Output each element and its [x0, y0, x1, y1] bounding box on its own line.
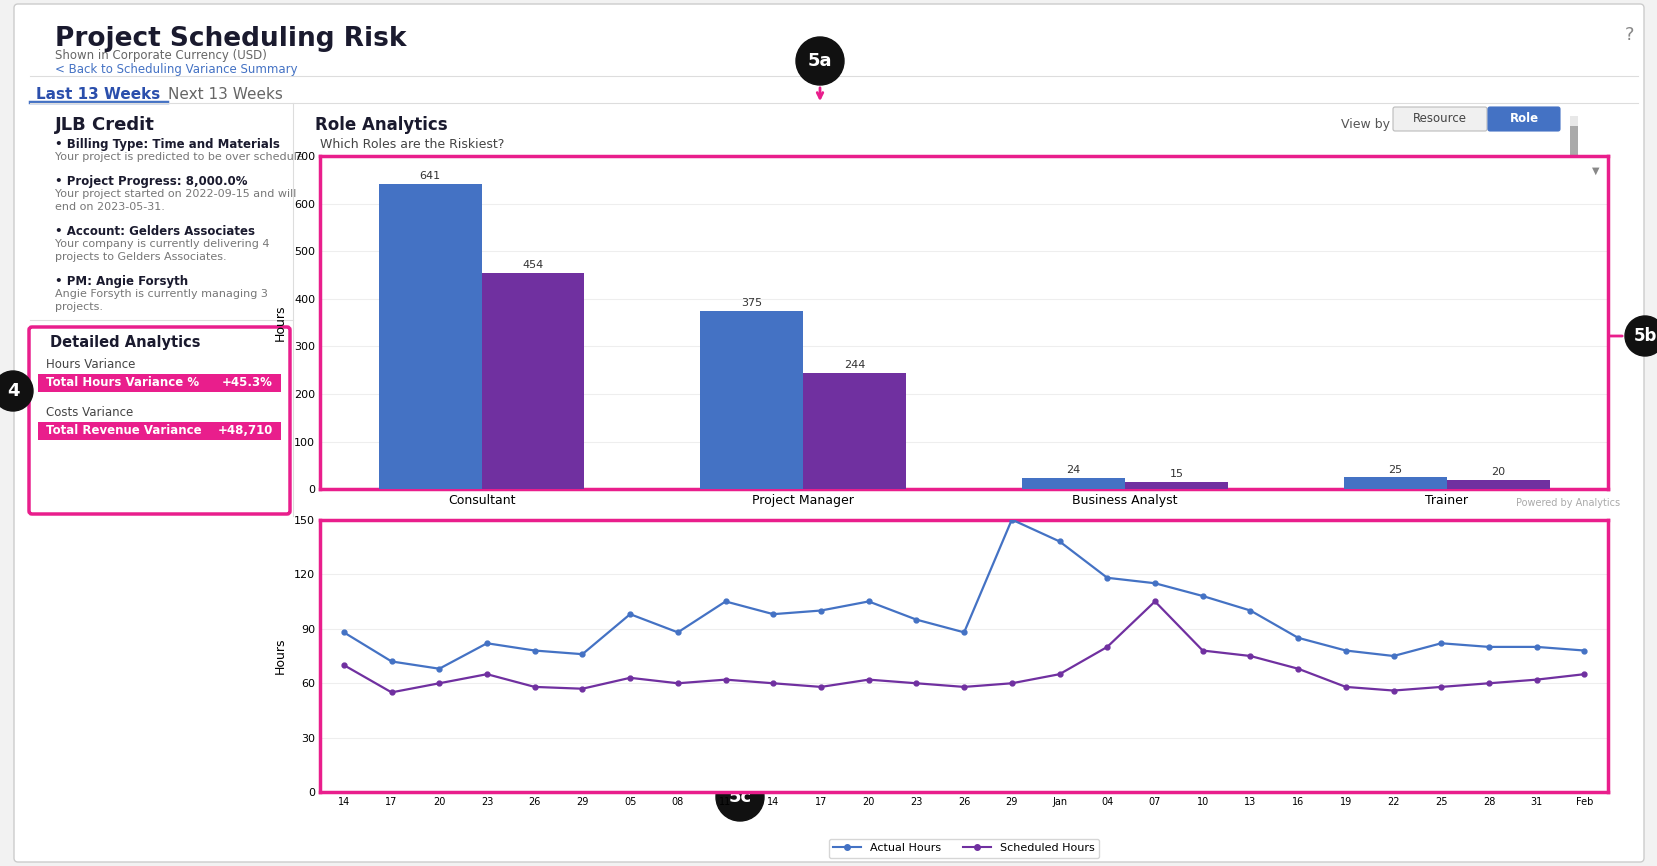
- Text: View by: View by: [1341, 118, 1389, 131]
- Text: 244: 244: [843, 360, 865, 371]
- Text: +48,710: +48,710: [217, 424, 273, 437]
- Text: 641: 641: [419, 171, 441, 181]
- Text: Your project is predicted to be over schedule.: Your project is predicted to be over sch…: [55, 152, 307, 162]
- FancyBboxPatch shape: [1392, 107, 1486, 131]
- Legend: Actual Hours, Scheduled Hours: Actual Hours, Scheduled Hours: [828, 839, 1099, 857]
- Text: 15: 15: [1168, 469, 1183, 479]
- Text: Next 13 Weeks: Next 13 Weeks: [167, 87, 282, 102]
- Text: Shown in Corporate Currency (USD): Shown in Corporate Currency (USD): [55, 49, 267, 62]
- Bar: [378, 184, 481, 489]
- Text: projects to Gelders Associates.: projects to Gelders Associates.: [55, 252, 227, 262]
- Bar: [1342, 477, 1447, 489]
- Text: JLB Credit: JLB Credit: [55, 116, 154, 134]
- Bar: [1447, 480, 1549, 489]
- Bar: [1569, 126, 1577, 186]
- Text: Angie Forsyth is currently managing 3: Angie Forsyth is currently managing 3: [55, 289, 268, 299]
- FancyBboxPatch shape: [28, 327, 290, 514]
- Text: 24: 24: [1065, 465, 1080, 475]
- Circle shape: [0, 371, 33, 411]
- Text: Project Scheduling Risk: Project Scheduling Risk: [55, 26, 406, 52]
- Text: • Billing Type: Time and Materials: • Billing Type: Time and Materials: [55, 138, 280, 151]
- Text: Total Revenue Variance: Total Revenue Variance: [46, 424, 202, 437]
- Text: • PM: Angie Forsyth: • PM: Angie Forsyth: [55, 275, 187, 288]
- Text: Total Hours Variance %: Total Hours Variance %: [46, 377, 199, 390]
- Text: Resource: Resource: [1412, 113, 1466, 126]
- Text: Role: Role: [1508, 113, 1538, 126]
- Text: Role Analytics: Role Analytics: [315, 116, 447, 134]
- FancyBboxPatch shape: [1486, 107, 1559, 131]
- Bar: [1021, 478, 1125, 489]
- Bar: [38, 374, 280, 392]
- Text: 4: 4: [7, 382, 20, 400]
- Text: 5a: 5a: [807, 52, 832, 70]
- Text: 5c: 5c: [727, 788, 751, 806]
- Circle shape: [1624, 316, 1657, 356]
- Text: Which Roles are the Riskiest?: Which Roles are the Riskiest?: [320, 138, 504, 151]
- Text: Costs Variance: Costs Variance: [46, 406, 133, 419]
- Text: 375: 375: [741, 298, 762, 307]
- Bar: [1125, 482, 1228, 489]
- Text: < Back to Scheduling Variance Summary: < Back to Scheduling Variance Summary: [55, 63, 298, 76]
- Text: Your project started on 2022-09-15 and will: Your project started on 2022-09-15 and w…: [55, 189, 297, 199]
- Text: 5b: 5b: [1632, 327, 1655, 345]
- Circle shape: [795, 37, 843, 85]
- Text: 25: 25: [1387, 464, 1402, 475]
- Text: Your company is currently delivering 4: Your company is currently delivering 4: [55, 239, 270, 249]
- Bar: [38, 422, 280, 440]
- Bar: [1569, 116, 1577, 486]
- Y-axis label: Hours: Hours: [273, 304, 287, 341]
- Text: projects.: projects.: [55, 302, 103, 312]
- Text: end on 2023-05-31.: end on 2023-05-31.: [55, 202, 164, 212]
- Text: 454: 454: [522, 260, 543, 270]
- Text: Detailed Analytics: Detailed Analytics: [50, 335, 200, 350]
- Bar: [802, 373, 906, 489]
- Text: Hours Variance: Hours Variance: [46, 359, 136, 372]
- Bar: [699, 311, 802, 489]
- Text: • Project Progress: 8,000.0%: • Project Progress: 8,000.0%: [55, 175, 247, 188]
- Text: • Account: Gelders Associates: • Account: Gelders Associates: [55, 225, 255, 238]
- Text: Last 13 Weeks: Last 13 Weeks: [36, 87, 161, 102]
- Text: 20: 20: [1490, 467, 1505, 477]
- Text: Powered by Analytics: Powered by Analytics: [1514, 498, 1619, 508]
- Circle shape: [716, 773, 764, 821]
- Text: +45.3%: +45.3%: [222, 377, 273, 390]
- Bar: [481, 273, 585, 489]
- Text: ▼: ▼: [1591, 166, 1599, 176]
- Y-axis label: Hours: Hours: [273, 637, 287, 675]
- FancyBboxPatch shape: [13, 4, 1644, 862]
- Text: ?: ?: [1624, 26, 1634, 44]
